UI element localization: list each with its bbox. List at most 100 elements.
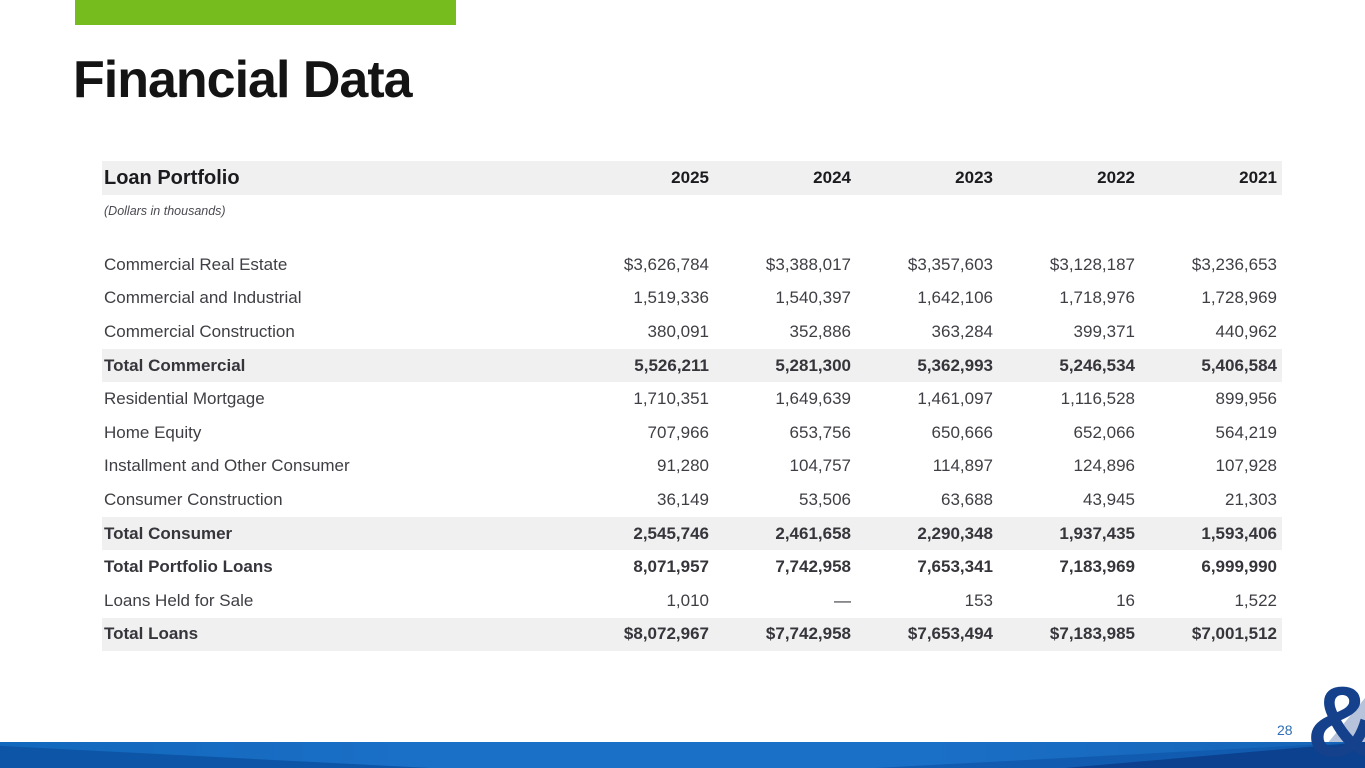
row-label: Installment and Other Consumer	[104, 456, 350, 476]
row-value-2025: 1,010	[666, 590, 709, 610]
row-value-2021: 899,956	[1215, 389, 1277, 409]
row-label: Commercial and Industrial	[104, 288, 302, 308]
row-value-2024: 1,649,639	[775, 389, 851, 409]
row-value-2023: 650,666	[931, 422, 993, 442]
row-value-2025: 1,710,351	[633, 389, 709, 409]
row-value-2024: —	[834, 590, 851, 610]
row-value-2021: 564,219	[1215, 422, 1277, 442]
row-value-2023: 1,461,097	[917, 389, 993, 409]
table-header-row: Loan Portfolio 2025 2024 2023 2022 2021	[102, 161, 1282, 195]
row-label: Commercial Construction	[104, 321, 295, 341]
row-value-2024: 104,757	[789, 456, 851, 476]
column-header-2021: 2021	[1239, 168, 1277, 187]
row-value-2025: 380,091	[647, 321, 709, 341]
table-body: Commercial Real Estate $3,626,784 $3,388…	[102, 248, 1282, 652]
table-row: Loans Held for Sale 1,010 — 153 16 1,522	[102, 584, 1282, 618]
row-value-2025: 36,149	[657, 489, 709, 509]
row-value-2022: 1,116,528	[1060, 389, 1135, 409]
table-row: Total Commercial 5,526,211 5,281,300 5,3…	[102, 348, 1282, 383]
row-value-2021: 5,406,584	[1201, 355, 1277, 375]
page-title: Financial Data	[73, 51, 413, 109]
row-value-2021: $3,236,653	[1191, 254, 1277, 274]
row-value-2024: 7,742,958	[775, 557, 851, 577]
row-value-2025: 1,519,336	[633, 288, 709, 308]
row-label: Total Loans	[104, 624, 199, 644]
row-label: Commercial Real Estate	[104, 254, 288, 274]
row-value-2022: 399,371	[1073, 321, 1135, 341]
row-value-2022: 5,246,534	[1059, 355, 1135, 375]
row-value-2023: $3,357,603	[907, 254, 993, 274]
column-header-2023: 2023	[955, 168, 993, 187]
row-value-2024: $7,742,958	[765, 624, 851, 644]
row-value-2025: 91,280	[657, 456, 709, 476]
row-value-2023: 114,897	[932, 456, 993, 476]
row-label: Consumer Construction	[104, 489, 283, 509]
table-row: Total Consumer 2,545,746 2,461,658 2,290…	[102, 516, 1282, 551]
row-value-2022: $3,128,187	[1049, 254, 1135, 274]
row-value-2023: 2,290,348	[917, 523, 993, 543]
table-subtitle: (Dollars in thousands)	[104, 204, 226, 218]
row-value-2025: 5,526,211	[634, 355, 709, 375]
page-number: 28	[1277, 722, 1293, 738]
row-value-2024: 5,281,300	[775, 355, 851, 375]
row-value-2024: 53,506	[799, 489, 851, 509]
row-value-2023: 1,642,106	[917, 288, 993, 308]
table-title: Loan Portfolio	[104, 166, 240, 189]
table-row: Installment and Other Consumer 91,280 10…	[102, 450, 1282, 484]
row-value-2024: 1,540,397	[775, 288, 851, 308]
row-value-2025: 707,966	[647, 422, 709, 442]
row-value-2023: 5,362,993	[917, 355, 993, 375]
row-value-2021: 6,999,990	[1201, 557, 1277, 577]
table-row: Commercial Construction 380,091 352,886 …	[102, 315, 1282, 349]
footer-wave	[0, 742, 1365, 768]
row-value-2022: 16	[1116, 590, 1135, 610]
row-value-2021: 1,522	[1234, 590, 1277, 610]
table-spacer	[102, 227, 1282, 248]
row-value-2023: 63,688	[941, 489, 993, 509]
table-row: Consumer Construction 36,149 53,506 63,6…	[102, 483, 1282, 517]
row-value-2024: 2,461,658	[775, 523, 851, 543]
row-value-2025: $8,072,967	[623, 624, 709, 644]
table-row: Home Equity 707,966 653,756 650,666 652,…	[102, 416, 1282, 450]
table-row: Commercial and Industrial 1,519,336 1,54…	[102, 282, 1282, 316]
row-value-2024: $3,388,017	[765, 254, 851, 274]
row-value-2025: $3,626,784	[623, 254, 709, 274]
row-value-2023: $7,653,494	[907, 624, 993, 644]
table-row: Total Portfolio Loans 8,071,957 7,742,95…	[102, 550, 1282, 584]
table-row: Commercial Real Estate $3,626,784 $3,388…	[102, 248, 1282, 282]
row-value-2022: 124,896	[1073, 456, 1135, 476]
row-value-2021: 1,593,406	[1201, 523, 1277, 543]
table-row: Total Loans $8,072,967 $7,742,958 $7,653…	[102, 617, 1282, 652]
row-value-2022: 1,937,435	[1059, 523, 1135, 543]
row-label: Residential Mortgage	[104, 389, 265, 409]
row-value-2022: 43,945	[1083, 489, 1135, 509]
row-value-2021: $7,001,512	[1191, 624, 1277, 644]
accent-bar	[75, 0, 456, 25]
column-header-2024: 2024	[813, 168, 851, 187]
row-value-2025: 8,071,957	[633, 557, 709, 577]
row-value-2021: 107,928	[1215, 456, 1277, 476]
row-value-2021: 1,728,969	[1201, 288, 1277, 308]
row-value-2024: 653,756	[789, 422, 851, 442]
row-value-2023: 363,284	[931, 321, 993, 341]
row-label: Home Equity	[104, 422, 202, 442]
wave-shape-left	[0, 745, 430, 768]
row-value-2022: 652,066	[1073, 422, 1135, 442]
row-value-2023: 7,653,341	[917, 557, 993, 577]
table-row: Residential Mortgage 1,710,351 1,649,639…	[102, 382, 1282, 416]
row-value-2022: 1,718,976	[1059, 288, 1135, 308]
row-value-2022: 7,183,969	[1059, 557, 1135, 577]
row-label: Total Portfolio Loans	[104, 557, 273, 577]
row-value-2024: 352,886	[789, 321, 851, 341]
row-label: Total Consumer	[104, 523, 233, 543]
row-label: Loans Held for Sale	[104, 590, 254, 610]
loan-portfolio-table: Loan Portfolio 2025 2024 2023 2022 2021 …	[102, 161, 1282, 652]
ampersand-logo: &	[1307, 672, 1365, 768]
row-label: Total Commercial	[104, 355, 246, 375]
row-value-2022: $7,183,985	[1049, 624, 1135, 644]
row-value-2021: 440,962	[1215, 321, 1277, 341]
column-header-2022: 2022	[1097, 168, 1135, 187]
column-header-2025: 2025	[671, 168, 709, 187]
row-value-2021: 21,303	[1225, 489, 1277, 509]
